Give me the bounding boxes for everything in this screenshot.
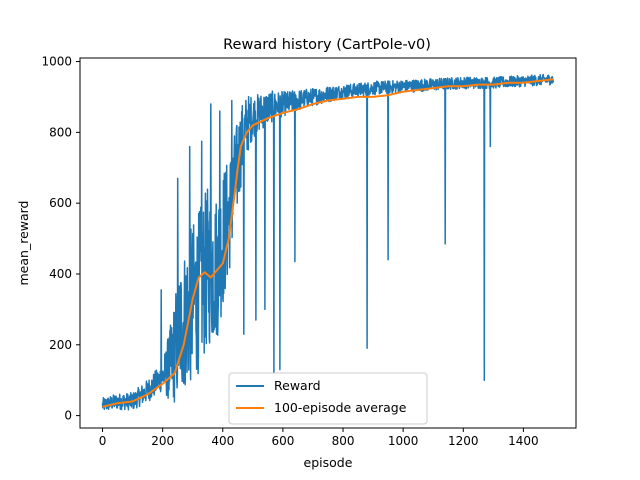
x-tick-label: 1200 — [448, 434, 479, 448]
x-tick-label: 600 — [271, 434, 294, 448]
series-line-average — [102, 78, 554, 408]
y-tick-label: 600 — [49, 196, 72, 210]
axes-frame — [79, 57, 577, 429]
y-axis: 0 200 400 600 800 1000 — [41, 55, 80, 423]
x-tick-label: 800 — [332, 434, 355, 448]
x-axis: 0 200 400 600 800 1000 1200 1400 — [99, 428, 539, 448]
series-line-reward — [101, 73, 555, 411]
legend-label-average: 100-episode average — [274, 400, 407, 415]
y-tick-label: 1000 — [41, 55, 72, 69]
x-tick-label: 400 — [211, 434, 234, 448]
x-tick-label: 1000 — [388, 434, 419, 448]
chart-title: Reward history (CartPole-v0) — [223, 37, 431, 53]
plot-area — [101, 73, 555, 411]
y-tick-label: 400 — [49, 267, 72, 281]
y-tick-label: 800 — [49, 125, 72, 139]
x-tick-label: 200 — [151, 434, 174, 448]
y-tick-label: 200 — [49, 338, 72, 352]
legend-label-reward: Reward — [274, 378, 321, 393]
y-tick-label: 0 — [64, 409, 72, 423]
legend-box — [228, 372, 428, 425]
x-axis-label: episode — [304, 455, 353, 470]
y-axis-label: mean_reward — [16, 201, 31, 286]
x-tick-label: 0 — [99, 434, 107, 448]
x-tick-label: 1400 — [508, 434, 539, 448]
legend: Reward 100-episode average — [228, 372, 428, 425]
